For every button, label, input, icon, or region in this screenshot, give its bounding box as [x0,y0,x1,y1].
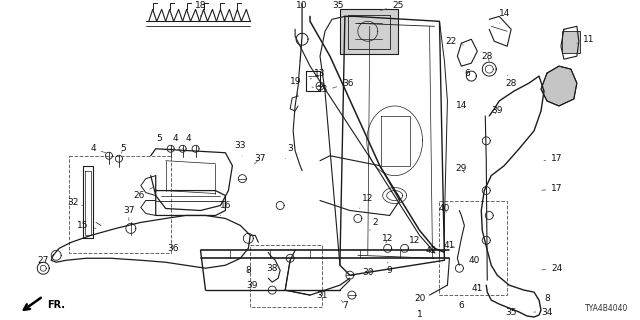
Bar [340,9,397,54]
Text: 13: 13 [310,68,326,79]
Text: 41: 41 [444,241,455,250]
Text: 37: 37 [123,206,134,220]
Text: 22: 22 [446,37,463,46]
Text: 15: 15 [77,221,96,230]
Text: 23: 23 [312,84,328,93]
Text: 24: 24 [542,264,563,273]
Text: 25: 25 [380,1,403,11]
Text: 41: 41 [472,284,483,293]
Text: 4: 4 [90,144,106,153]
Text: 28: 28 [481,52,493,61]
Text: 12: 12 [408,236,420,248]
Text: 31: 31 [316,291,328,300]
Text: 34: 34 [534,308,553,316]
Bar [562,31,580,53]
Text: 40: 40 [439,204,450,213]
Text: 36: 36 [167,244,179,253]
Text: 37: 37 [254,154,266,164]
Text: 5: 5 [120,144,125,153]
Text: 9: 9 [387,262,392,275]
Text: 14: 14 [456,101,467,110]
Text: 20: 20 [414,293,425,303]
Text: 33: 33 [235,141,246,156]
Text: 35: 35 [506,308,517,316]
Bar [250,245,322,307]
Text: 16: 16 [220,201,231,215]
Text: 8: 8 [246,266,251,275]
Text: 39: 39 [246,281,258,290]
Text: 40: 40 [468,256,480,265]
Text: 17: 17 [542,184,563,193]
Bar [69,156,171,253]
Text: FR.: FR. [47,300,65,310]
Text: 5: 5 [156,134,163,149]
Text: 27: 27 [38,256,49,265]
Text: 2: 2 [370,218,378,230]
Text: 39: 39 [492,107,503,116]
Text: 35: 35 [332,1,344,10]
Text: 11: 11 [577,35,595,44]
Text: 8: 8 [537,293,550,303]
Text: 14: 14 [499,9,510,23]
Text: 38: 38 [266,264,278,273]
Text: 3: 3 [285,144,293,159]
Text: 7: 7 [342,300,348,309]
Text: 36: 36 [333,78,354,88]
Text: 4: 4 [171,134,179,149]
Text: 17: 17 [544,154,563,163]
Text: 30: 30 [362,268,374,277]
Text: 19: 19 [291,76,302,96]
Text: 10: 10 [296,1,308,10]
Text: 28: 28 [506,75,517,88]
Text: TYA4B4040: TYA4B4040 [585,304,628,313]
Text: 26: 26 [133,187,154,200]
Text: 18: 18 [195,1,206,19]
Text: 29: 29 [456,164,467,173]
Text: 32: 32 [67,198,83,207]
Text: 12: 12 [382,234,394,243]
Text: 4: 4 [182,134,191,149]
Text: 12: 12 [360,194,374,208]
Polygon shape [541,66,577,106]
Text: 1: 1 [417,309,422,318]
Text: 6: 6 [458,300,464,309]
Text: 42: 42 [426,246,437,255]
Text: 6: 6 [465,68,470,78]
Bar [440,201,507,295]
